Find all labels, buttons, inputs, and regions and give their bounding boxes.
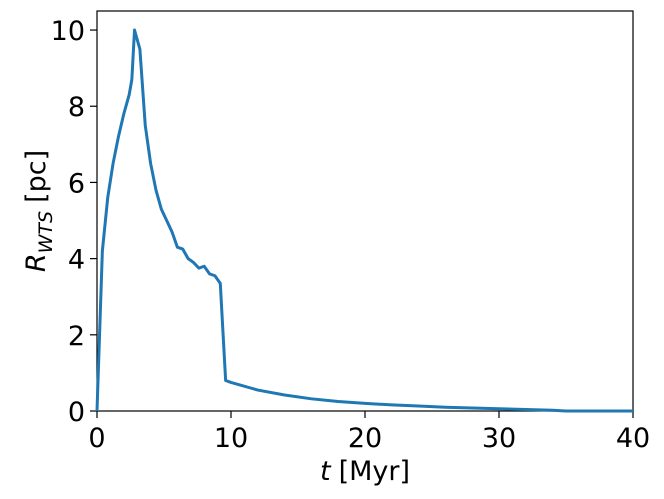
- y-tick-label: 6: [68, 168, 85, 199]
- x-tick-label: 40: [616, 423, 650, 454]
- x-label-unit: [Myr]: [339, 456, 410, 487]
- y-tick-label: 2: [68, 321, 85, 352]
- x-tick-label: 30: [482, 423, 516, 454]
- data-line: [95, 28, 633, 413]
- y-label-subscript: WTS: [35, 211, 57, 253]
- y-axis-label: RWTS [pc]: [21, 150, 57, 272]
- x-tick-label: 0: [88, 423, 105, 454]
- y-tick-label: 10: [51, 16, 85, 47]
- plot-frame: [96, 10, 634, 412]
- y-label-symbol: R: [21, 253, 52, 272]
- y-tick-label: 4: [68, 245, 85, 276]
- x-tick-label: 10: [214, 423, 248, 454]
- x-axis-label: t [Myr]: [320, 456, 410, 487]
- y-tick-label: 0: [68, 397, 85, 428]
- x-label-symbol: t: [320, 456, 332, 487]
- y-tick-label: 8: [68, 92, 85, 123]
- x-tick-label: 20: [348, 423, 382, 454]
- y-label-unit: [pc]: [21, 150, 52, 203]
